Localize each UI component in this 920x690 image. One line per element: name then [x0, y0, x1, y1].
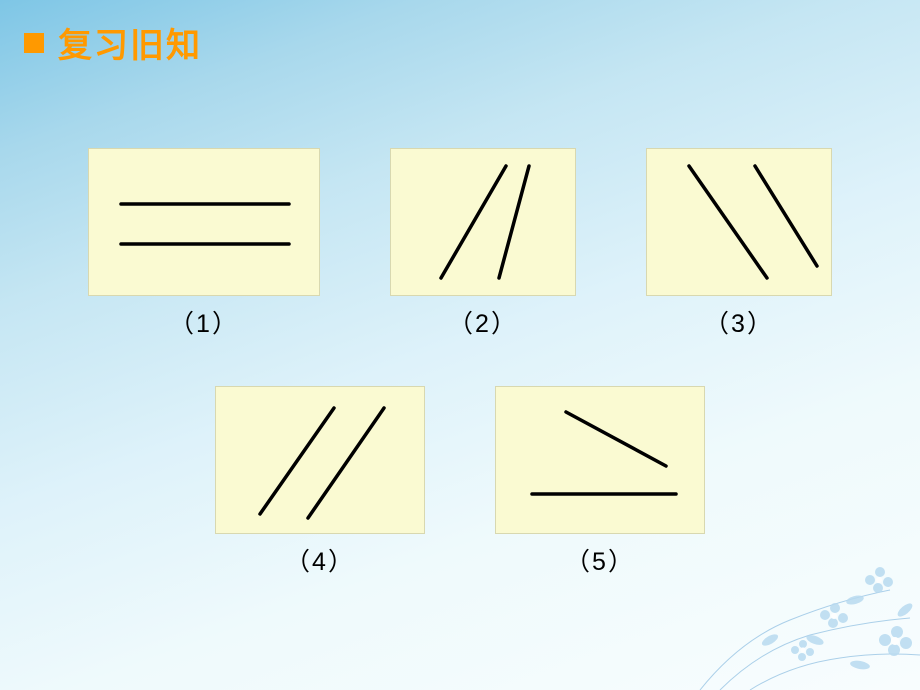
diagram-card-wrapper: （4）: [215, 386, 425, 578]
line-diagram-icon: [89, 148, 319, 296]
slide-title: 复习旧知: [58, 18, 202, 67]
gallery-row-1: （1） （2） （3）: [0, 148, 920, 340]
line-diagram-icon: [216, 386, 424, 534]
diagram-caption: （2）: [448, 304, 518, 340]
diagram-caption: （3）: [704, 304, 774, 340]
diagram-card-wrapper: （1）: [88, 148, 320, 340]
slide-header: 复习旧知: [24, 18, 202, 67]
diagram-caption: （4）: [285, 542, 355, 578]
diagram-card-wrapper: （5）: [495, 386, 705, 578]
line-diagram-icon: [496, 386, 704, 534]
diagram-card: [390, 148, 576, 296]
line-diagram-icon: [647, 148, 831, 296]
header-bullet-icon: [24, 33, 44, 53]
diagram-caption: （5）: [565, 542, 635, 578]
diagram-caption: （1）: [169, 304, 239, 340]
diagram-card-wrapper: （3）: [646, 148, 832, 340]
diagram-card: [495, 386, 705, 534]
line-diagram-icon: [391, 148, 575, 296]
diagram-card: [88, 148, 320, 296]
diagram-gallery: （1） （2） （3） （4） （5）: [0, 148, 920, 624]
diagram-card-wrapper: （2）: [390, 148, 576, 340]
diagram-card: [215, 386, 425, 534]
gallery-row-2: （4） （5）: [0, 386, 920, 578]
diagram-card: [646, 148, 832, 296]
